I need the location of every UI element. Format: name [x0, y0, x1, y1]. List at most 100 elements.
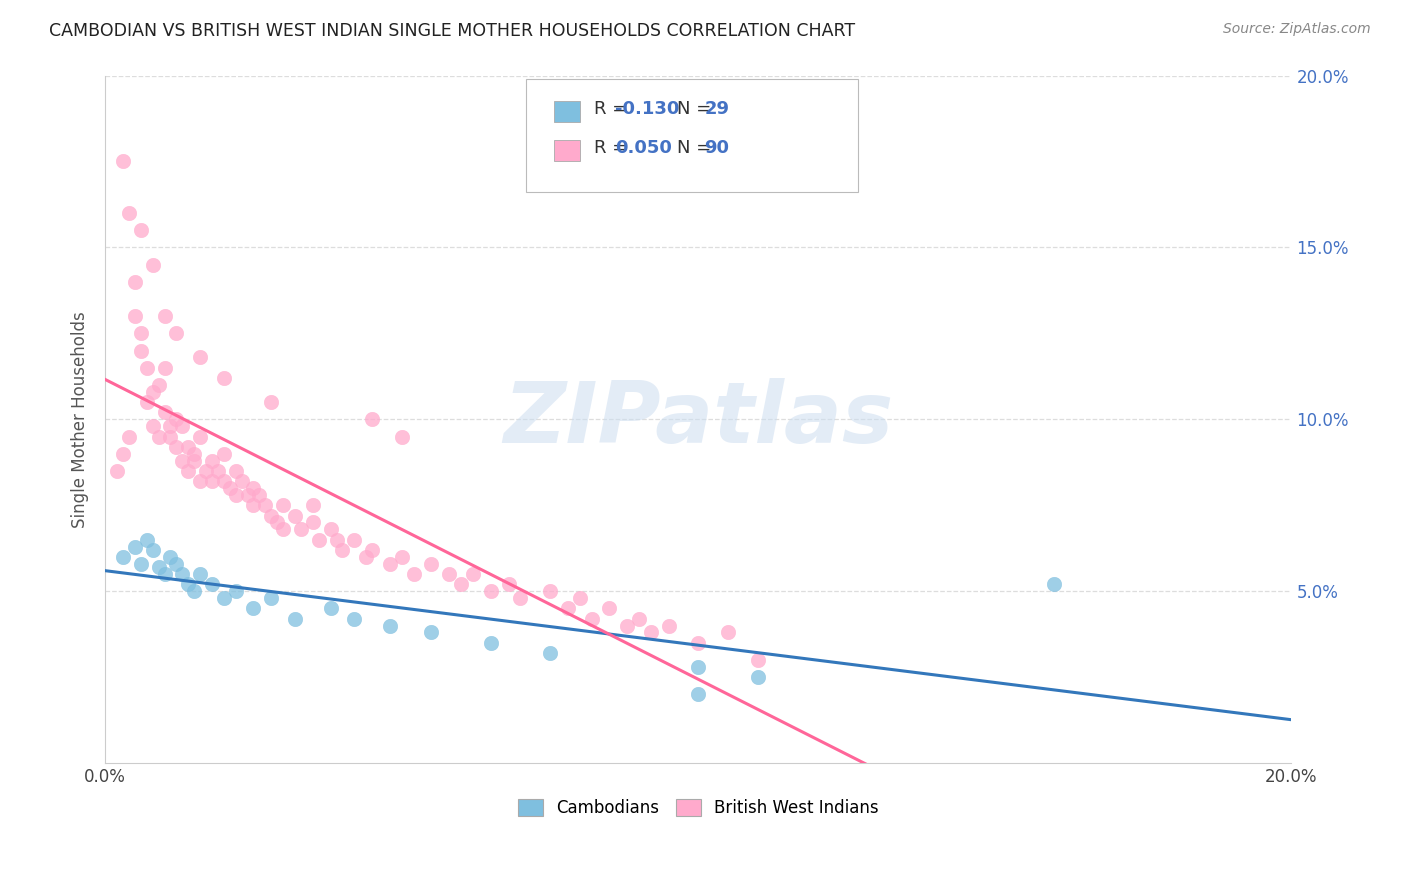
Point [301, 498, 323, 512]
Point [172, 453, 194, 467]
Point [177, 464, 200, 478]
Point [183, 584, 205, 599]
Point [183, 447, 205, 461]
Point [212, 591, 235, 606]
Point [271, 522, 294, 536]
Text: Source: ZipAtlas.com: Source: ZipAtlas.com [1223, 22, 1371, 37]
Point [308, 533, 330, 547]
Point [111, 447, 134, 461]
Point [538, 646, 561, 660]
Point [284, 508, 307, 523]
Point [129, 326, 152, 341]
Point [688, 660, 710, 674]
Point [124, 275, 146, 289]
Point [249, 488, 271, 502]
Point [290, 522, 312, 536]
Point [153, 567, 176, 582]
Point [688, 687, 710, 701]
Point [159, 429, 181, 443]
Point [343, 612, 366, 626]
Point [747, 670, 769, 684]
Point [378, 618, 401, 632]
Point [557, 601, 579, 615]
Point [254, 498, 277, 512]
Point [498, 577, 520, 591]
Point [439, 567, 461, 582]
Point [124, 309, 146, 323]
Point [325, 533, 347, 547]
Point [225, 488, 247, 502]
Point [212, 447, 235, 461]
Text: N =: N = [676, 100, 711, 118]
Point [319, 601, 342, 615]
Point [201, 474, 224, 488]
Point [658, 618, 681, 632]
Point [598, 601, 620, 615]
Point [111, 154, 134, 169]
Point [260, 508, 283, 523]
Point [391, 549, 413, 564]
Point [195, 464, 218, 478]
Point [420, 557, 443, 571]
Point [271, 498, 294, 512]
Point [242, 481, 264, 495]
Point [135, 360, 157, 375]
Legend: Cambodians, British West Indians: Cambodians, British West Indians [512, 792, 886, 823]
Text: 29: 29 [704, 100, 730, 118]
Point [165, 412, 187, 426]
Point [332, 543, 354, 558]
Point [159, 549, 181, 564]
Point [717, 625, 740, 640]
Point [260, 591, 283, 606]
Text: 0.050: 0.050 [616, 139, 672, 157]
Point [319, 522, 342, 536]
Point [105, 464, 128, 478]
Point [111, 549, 134, 564]
Point [212, 371, 235, 385]
Point [242, 498, 264, 512]
Point [183, 453, 205, 467]
Point [301, 516, 323, 530]
Point [165, 326, 187, 341]
Point [188, 567, 211, 582]
Point [538, 584, 561, 599]
Point [1043, 577, 1066, 591]
Point [354, 549, 377, 564]
Point [201, 577, 224, 591]
Point [242, 601, 264, 615]
Point [142, 384, 165, 399]
Point [177, 440, 200, 454]
Point [172, 419, 194, 434]
Y-axis label: Single Mother Households: Single Mother Households [72, 311, 89, 528]
Point [172, 567, 194, 582]
Text: R =: R = [593, 100, 627, 118]
Point [260, 395, 283, 409]
Text: ZIPatlas: ZIPatlas [503, 378, 893, 461]
Point [461, 567, 484, 582]
Point [165, 557, 187, 571]
Point [378, 557, 401, 571]
Point [188, 429, 211, 443]
Point [266, 516, 288, 530]
Point [118, 206, 141, 220]
Point [218, 481, 240, 495]
Point [129, 223, 152, 237]
Point [148, 429, 170, 443]
Text: 90: 90 [704, 139, 730, 157]
Point [135, 395, 157, 409]
Point [640, 625, 662, 640]
Point [129, 557, 152, 571]
FancyBboxPatch shape [526, 79, 859, 193]
Point [159, 419, 181, 434]
FancyBboxPatch shape [554, 101, 579, 122]
Point [688, 636, 710, 650]
Point [148, 378, 170, 392]
Point [135, 533, 157, 547]
Point [212, 474, 235, 488]
Point [142, 419, 165, 434]
FancyBboxPatch shape [554, 140, 579, 161]
Text: -0.130: -0.130 [616, 100, 679, 118]
Point [165, 440, 187, 454]
Point [153, 309, 176, 323]
Point [420, 625, 443, 640]
